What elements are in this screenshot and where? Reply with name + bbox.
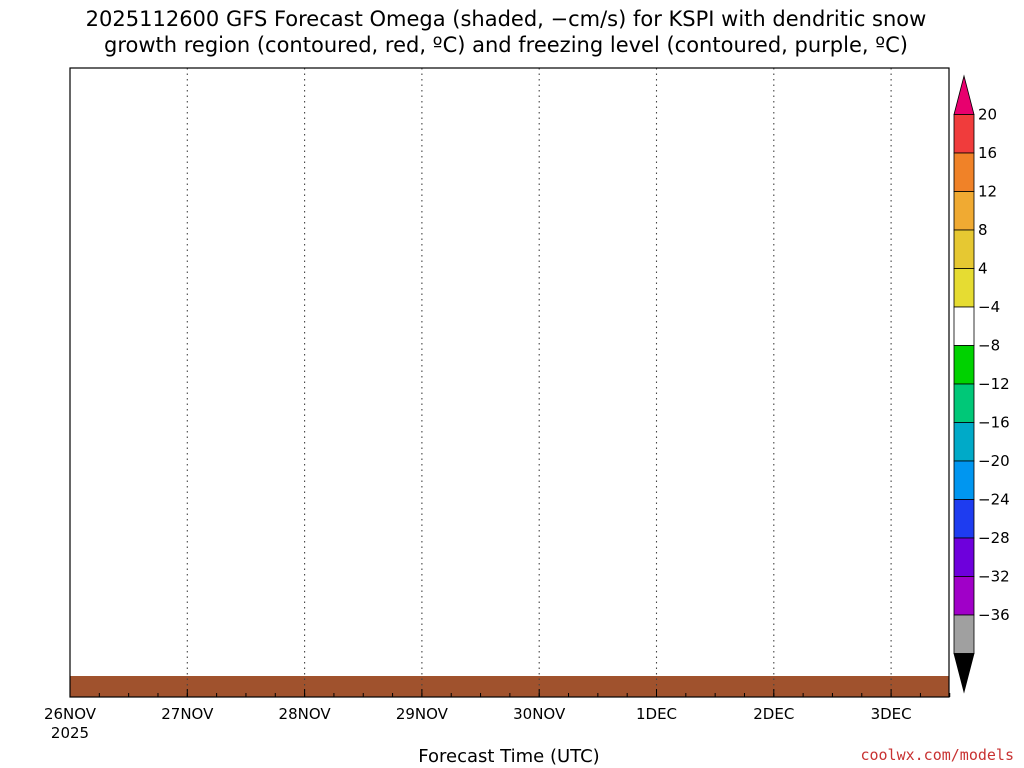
x-tick-label: 29NOV (396, 705, 449, 723)
x-tick-label: 26NOV (44, 705, 97, 723)
colorbar-swatch (953, 306, 975, 346)
x-axis-label: Forecast Time (UTC) (418, 746, 599, 767)
chart-title-line1: 2025112600 GFS Forecast Omega (shaded, −… (86, 7, 927, 31)
colorbar-label: −16 (978, 414, 1010, 432)
colorbar-swatch (953, 499, 975, 539)
x-tick-label: 27NOV (161, 705, 214, 723)
colorbar-label: −4 (978, 298, 1000, 316)
colorbar-bottom-arrow (953, 653, 975, 694)
x-tick-label: 1DEC (636, 705, 677, 723)
x-axis-ticks: 26NOV 27NOV 28NOV 29NOV 30NOV 1DEC 2DEC 3DEC (44, 689, 951, 723)
colorbar-swatch (953, 576, 975, 616)
colorbar: 20 16 12 8 4 −4 −8 −12 −16 −20 −24 −28 −32 −36 (953, 74, 1010, 694)
plot-area: −18−18−18−18−12−12−120 (69, 67, 950, 698)
grid-lines (186, 68, 892, 697)
x-tick-label: 28NOV (279, 705, 332, 723)
plot-background (70, 68, 949, 697)
colorbar-label: 16 (978, 144, 997, 162)
colorbar-label: 4 (978, 260, 988, 278)
colorbar-label: 20 (978, 106, 997, 124)
chart-title-line2: growth region (contoured, red, ºC) and f… (104, 33, 908, 57)
colorbar-swatch (953, 460, 975, 500)
colorbar-label: −36 (978, 606, 1010, 624)
colorbar-swatch (953, 152, 975, 192)
colorbar-label: −24 (978, 491, 1010, 509)
x-tick-label: 3DEC (871, 705, 912, 723)
colorbar-label: −20 (978, 452, 1010, 470)
x-tick-label: 30NOV (513, 705, 566, 723)
colorbar-swatch (953, 345, 975, 385)
colorbar-swatch (953, 383, 975, 423)
terrain-ground (70, 676, 949, 697)
colorbar-top-arrow (953, 74, 975, 115)
colorbar-label: −28 (978, 529, 1010, 547)
colorbar-label: 12 (978, 183, 997, 201)
x-tick-label: 2DEC (753, 705, 794, 723)
colorbar-label: −12 (978, 375, 1010, 393)
credit-text: coolwx.com/models (860, 746, 1014, 764)
colorbar-swatch (953, 614, 975, 654)
colorbar-swatch (953, 422, 975, 462)
x-start-year: 2025 (51, 724, 89, 742)
colorbar-swatch (953, 229, 975, 269)
colorbar-swatch (953, 191, 975, 231)
colorbar-label: 8 (978, 221, 988, 239)
colorbar-swatch (953, 268, 975, 308)
colorbar-swatch (953, 537, 975, 577)
colorbar-swatch (953, 114, 975, 154)
colorbar-label: −8 (978, 337, 1000, 355)
ground-fill (70, 676, 949, 697)
colorbar-label: −32 (978, 568, 1010, 586)
